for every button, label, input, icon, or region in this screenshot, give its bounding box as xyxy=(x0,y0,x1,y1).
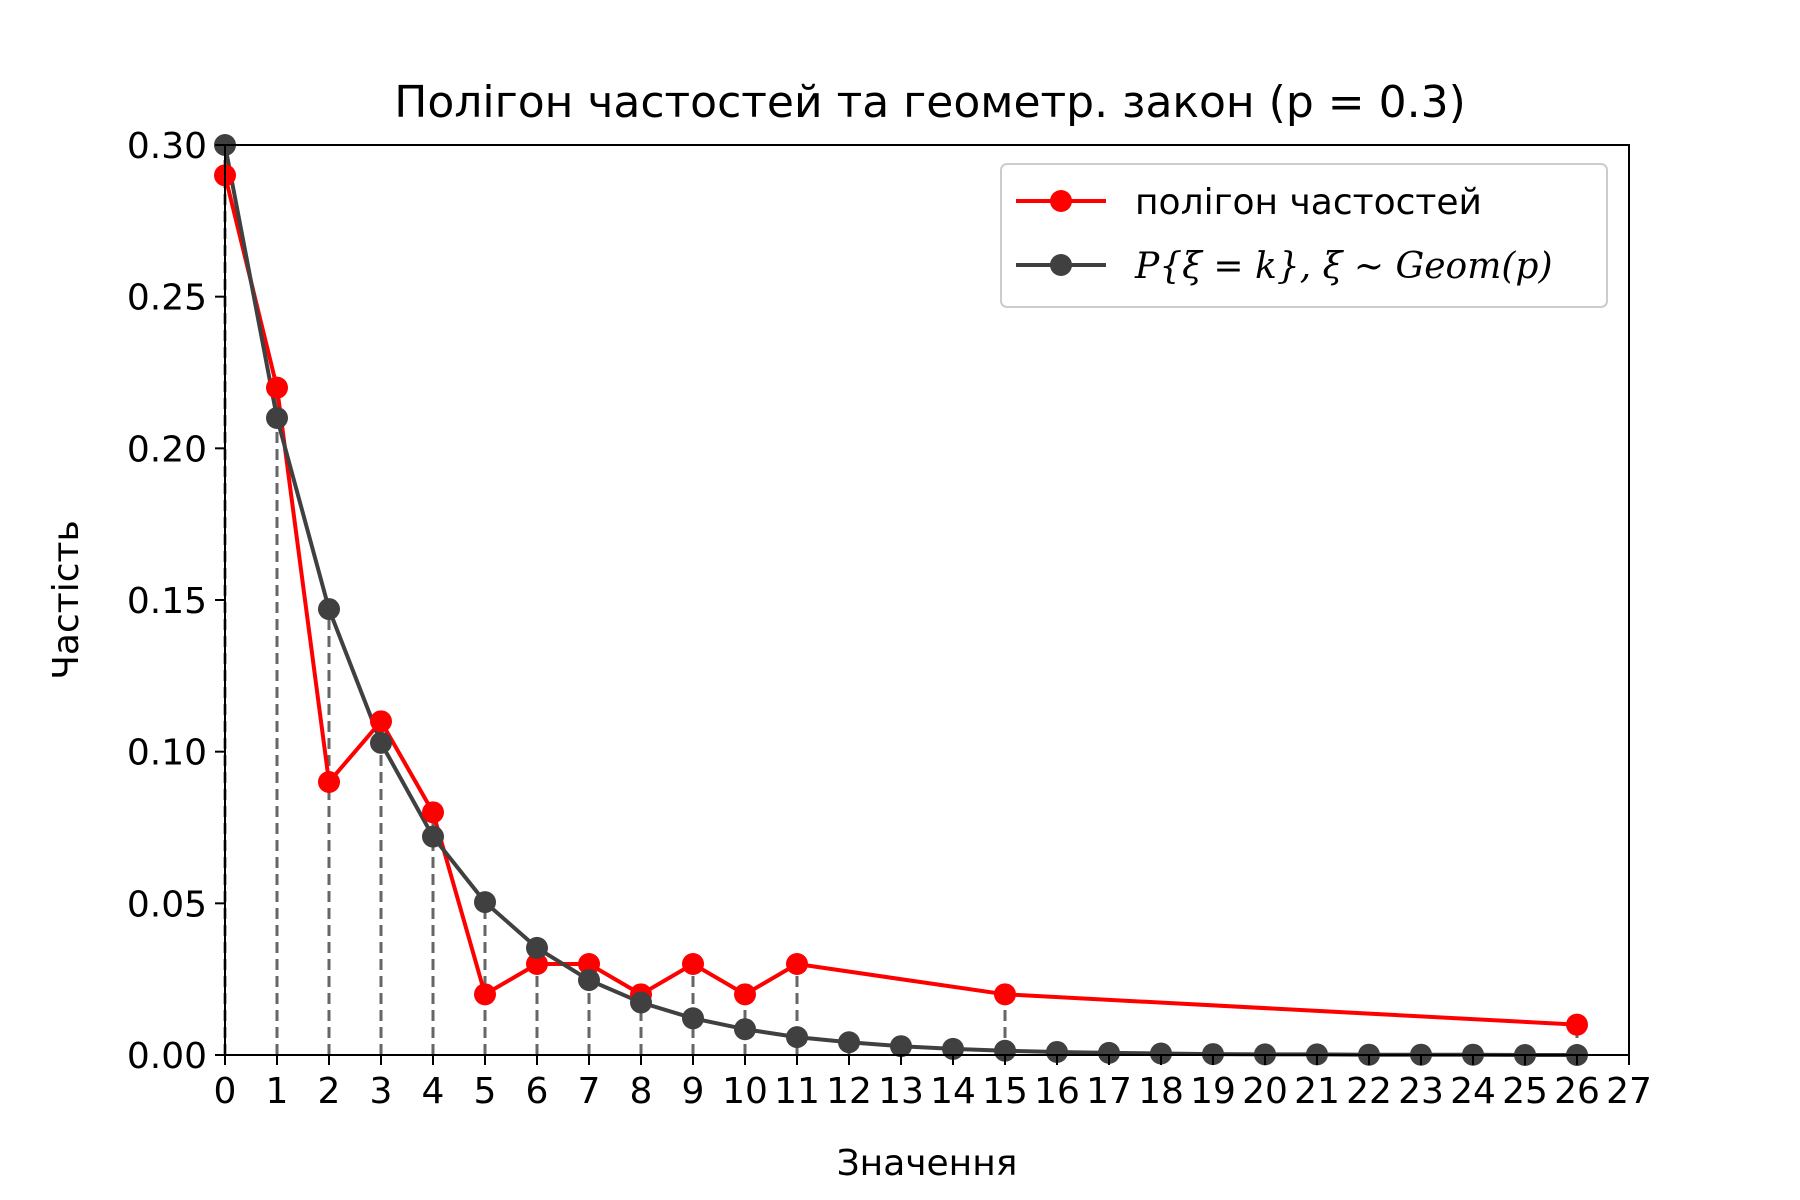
frequency-point xyxy=(526,953,548,975)
y-tick-label: 0.00 xyxy=(127,1036,207,1077)
legend-label-frequency: полігон частостей xyxy=(1135,182,1482,223)
geometric-point xyxy=(474,891,496,914)
y-tick-label: 0.25 xyxy=(127,278,207,319)
chart-title: Полігон частостей та геометр. закон (p =… xyxy=(394,77,1466,128)
geometric-point xyxy=(682,1007,704,1030)
frequency-point xyxy=(578,953,600,975)
y-tick-label: 0.20 xyxy=(127,429,207,470)
x-tick-label: 23 xyxy=(1398,1071,1444,1112)
x-tick-label: 1 xyxy=(266,1071,289,1112)
x-axis-label: Значення xyxy=(837,1143,1018,1184)
x-tick-label: 27 xyxy=(1606,1071,1652,1112)
x-tick-label: 26 xyxy=(1554,1071,1600,1112)
x-tick-label: 4 xyxy=(422,1071,445,1112)
y-tick-label: 0.05 xyxy=(127,884,207,925)
geometric-point xyxy=(422,825,444,848)
frequency-point xyxy=(786,953,808,975)
frequency-point xyxy=(1566,1013,1588,1036)
legend: полігон частостей P{ξ = k}, ξ ~ Geom(p) xyxy=(1000,163,1608,308)
legend-label-geometric: P{ξ = k}, ξ ~ Geom(p) xyxy=(1134,246,1553,287)
x-tick-label: 18 xyxy=(1138,1071,1184,1112)
x-tick-label: 19 xyxy=(1190,1071,1236,1112)
x-tick-label: 10 xyxy=(722,1071,768,1112)
frequency-point xyxy=(734,983,756,1006)
x-tick-label: 2 xyxy=(318,1071,341,1112)
x-tick-label: 25 xyxy=(1502,1071,1548,1112)
x-tick-label: 7 xyxy=(578,1071,601,1112)
geometric-point xyxy=(786,1026,808,1049)
y-axis: 0.00 0.05 0.10 0.15 0.20 0.25 0.30 xyxy=(127,126,225,1077)
geometric-point xyxy=(1098,1041,1120,1064)
geometric-point xyxy=(1150,1042,1172,1065)
x-tick-label: 17 xyxy=(1086,1071,1132,1112)
x-tick-label: 3 xyxy=(370,1071,393,1112)
geometric-point xyxy=(838,1031,860,1054)
x-tick-label: 24 xyxy=(1450,1071,1496,1112)
x-tick-label: 5 xyxy=(474,1071,497,1112)
x-tick-label: 13 xyxy=(878,1071,924,1112)
geometric-point xyxy=(370,731,392,754)
x-tick-label: 9 xyxy=(682,1071,705,1112)
x-tick-label: 12 xyxy=(826,1071,872,1112)
x-tick-label: 6 xyxy=(526,1071,549,1112)
frequency-point xyxy=(994,983,1016,1006)
x-tick-label: 0 xyxy=(214,1071,237,1112)
frequency-point xyxy=(370,710,392,733)
legend-marker-frequency xyxy=(1050,190,1072,212)
x-tick-label: 14 xyxy=(930,1071,976,1112)
x-axis: 0 1 2 3 4 5 6 7 8 9 10 11 12 13 14 15 16 17 18 19 20 21 22 23 24… xyxy=(214,1055,1652,1112)
geometric-point xyxy=(266,407,288,429)
y-tick-label: 0.15 xyxy=(127,581,207,622)
legend-marker-geometric xyxy=(1050,254,1072,276)
x-tick-label: 15 xyxy=(982,1071,1028,1112)
frequency-point xyxy=(682,953,704,975)
geometric-point xyxy=(630,991,652,1014)
x-tick-label: 16 xyxy=(1034,1071,1080,1112)
frequency-point xyxy=(474,983,496,1006)
x-tick-label: 8 xyxy=(630,1071,653,1112)
x-tick-label: 22 xyxy=(1346,1071,1392,1112)
geometric-point xyxy=(526,936,548,959)
geometric-point xyxy=(318,598,340,621)
geometric-point xyxy=(890,1035,912,1058)
geometric-point xyxy=(994,1039,1016,1062)
geometric-point xyxy=(578,969,600,992)
y-tick-label: 0.30 xyxy=(127,126,207,167)
legend-box xyxy=(1000,163,1608,308)
geometric-point xyxy=(1046,1040,1068,1063)
y-tick-label: 0.10 xyxy=(127,733,207,774)
frequency-point xyxy=(422,801,444,824)
x-tick-label: 21 xyxy=(1294,1071,1340,1112)
y-axis-label: Частість xyxy=(46,520,87,680)
x-tick-label: 11 xyxy=(774,1071,820,1112)
x-tick-label: 20 xyxy=(1242,1071,1288,1112)
frequency-point xyxy=(318,771,340,793)
geometric-point xyxy=(734,1018,756,1041)
frequency-point xyxy=(266,376,288,399)
